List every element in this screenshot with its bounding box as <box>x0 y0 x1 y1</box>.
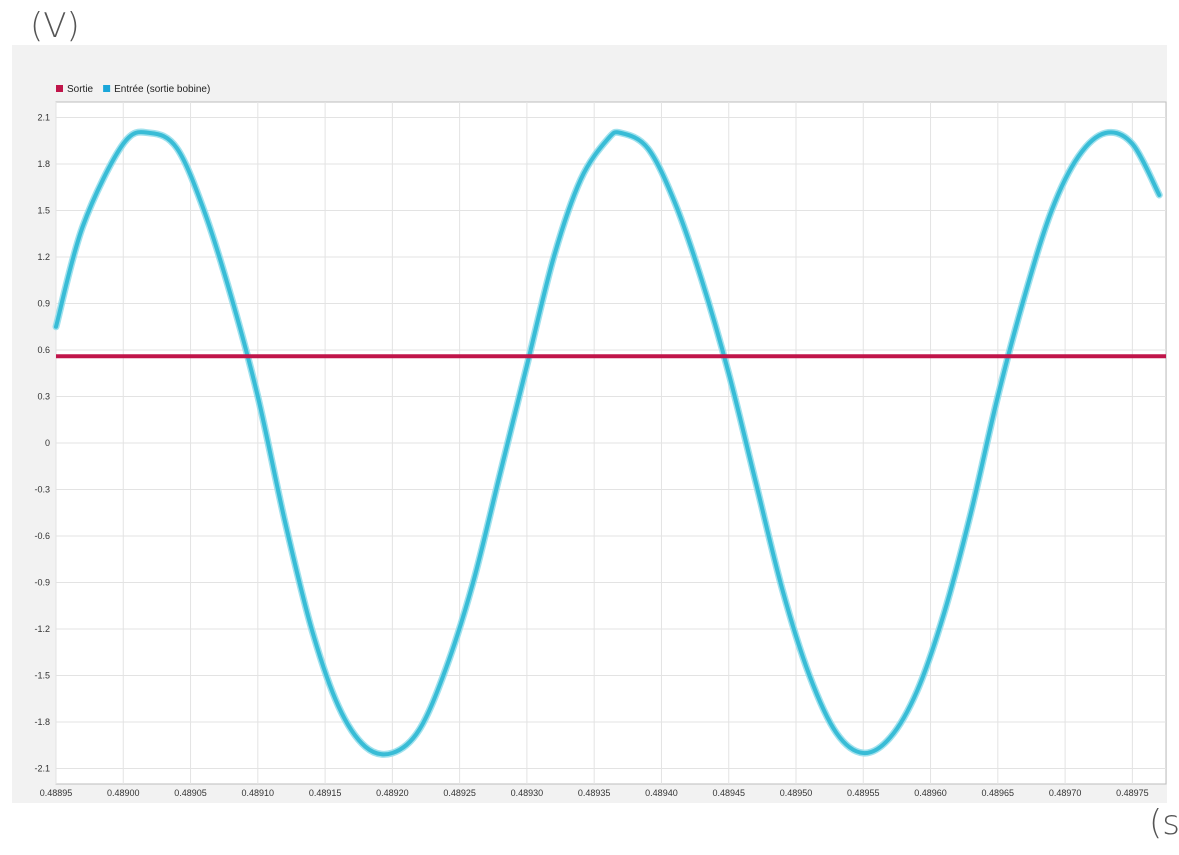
x-tick-label: 0.48900 <box>107 788 140 798</box>
y-tick-label: -0.6 <box>34 531 50 541</box>
y-tick-label: -1.8 <box>34 717 50 727</box>
x-tick-label: 0.48930 <box>511 788 544 798</box>
x-tick-label: 0.48910 <box>242 788 275 798</box>
y-tick-label: 0 <box>45 438 50 448</box>
x-tick-label: 0.48940 <box>645 788 678 798</box>
x-tick-label: 0.48955 <box>847 788 880 798</box>
y-tick-label: 1.5 <box>37 206 50 216</box>
legend-swatch <box>56 85 63 92</box>
series-layer <box>52 128 1166 758</box>
x-axis-unit: (s <box>1149 803 1179 843</box>
grid <box>55 101 1167 785</box>
x-tick-label: 0.48905 <box>174 788 207 798</box>
y-tick-labels: 2.1 1.8 1.5 1.2 0.9 0.6 0.3 0 -0.3 -0.6 -0.9 -1.2 -1… <box>34 113 50 774</box>
y-tick-label: 1.8 <box>37 159 50 169</box>
x-tick-label: 0.48925 <box>443 788 476 798</box>
x-tick-labels: 0.48895 0.48900 0.48905 0.48910 0.48915 0.489… <box>40 788 1149 798</box>
y-tick-label: 1.2 <box>37 252 50 262</box>
legend-label: Sortie <box>67 84 94 95</box>
y-tick-label: 0.6 <box>37 345 50 355</box>
x-tick-label: 0.48915 <box>309 788 342 798</box>
x-tick-label: 0.48965 <box>982 788 1015 798</box>
legend-label: Entrée (sortie bobine) <box>114 84 210 95</box>
x-tick-label: 0.48960 <box>914 788 947 798</box>
y-tick-label: -1.5 <box>34 671 50 681</box>
entree-series-line <box>54 130 1162 757</box>
y-tick-label: -1.2 <box>34 624 50 634</box>
y-tick-label: -0.9 <box>34 578 50 588</box>
y-tick-label: 0.3 <box>37 392 50 402</box>
legend-swatch <box>103 85 111 92</box>
x-tick-label: 0.48935 <box>578 788 611 798</box>
x-tick-label: 0.48920 <box>376 788 409 798</box>
y-tick-label: -0.3 <box>34 485 50 495</box>
x-tick-label: 0.48950 <box>780 788 813 798</box>
y-tick-label: 0.9 <box>37 299 50 309</box>
x-tick-label: 0.48895 <box>40 788 73 798</box>
x-tick-label: 0.48975 <box>1116 788 1149 798</box>
x-tick-label: 0.48970 <box>1049 788 1082 798</box>
y-tick-label: -2.1 <box>34 764 50 774</box>
x-tick-label: 0.48945 <box>712 788 745 798</box>
y-tick-label: 2.1 <box>37 113 50 123</box>
legend: Sortie Entrée (sortie bobine) <box>56 84 210 95</box>
y-axis-unit: (V) <box>30 6 80 46</box>
